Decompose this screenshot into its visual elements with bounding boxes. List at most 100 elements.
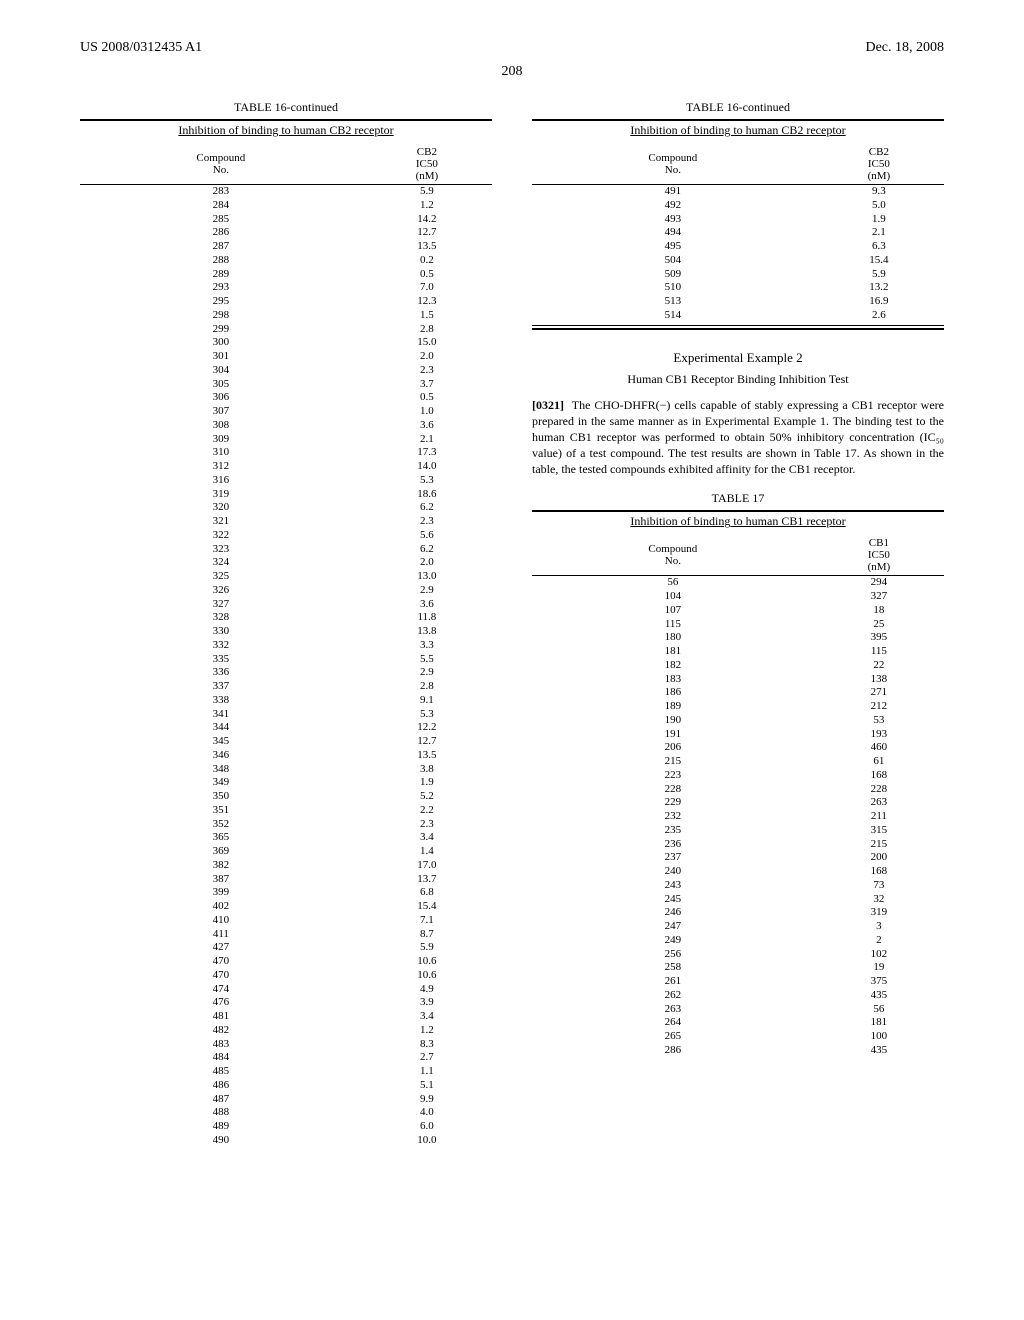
ic50-cell: 11.8 <box>362 611 492 625</box>
compound-no-cell: 247 <box>532 920 814 934</box>
ic50-cell: 2.2 <box>362 804 492 818</box>
ic50-cell: 193 <box>814 728 944 742</box>
compound-no-cell: 107 <box>532 604 814 618</box>
table-row: 3236.2 <box>80 543 492 557</box>
compound-no-cell: 286 <box>80 226 362 240</box>
table17-col2-header: CB1 IC50 (nM) <box>814 535 944 576</box>
table16-right-subtitle: Inhibition of binding to human CB2 recep… <box>532 123 944 138</box>
compound-no-cell: 491 <box>532 185 814 199</box>
ic50-cell: 3.6 <box>362 598 492 612</box>
compound-no-cell: 323 <box>80 543 362 557</box>
compound-no-cell: 365 <box>80 831 362 845</box>
ic50-cell: 271 <box>814 686 944 700</box>
compound-no-cell: 265 <box>532 1030 814 1044</box>
compound-no-cell: 288 <box>80 254 362 268</box>
table-row: 28713.5 <box>80 240 492 254</box>
ic50-cell: 13.5 <box>362 240 492 254</box>
compound-no-cell: 336 <box>80 666 362 680</box>
ic50-cell: 5.1 <box>362 1079 492 1093</box>
ic50-cell: 1.1 <box>362 1065 492 1079</box>
table-row: 56294 <box>532 576 944 590</box>
compound-no-cell: 191 <box>532 728 814 742</box>
table-row: 4275.9 <box>80 941 492 955</box>
ic50-cell: 2.6 <box>814 309 944 323</box>
compound-no-cell: 189 <box>532 700 814 714</box>
compound-no-cell: 261 <box>532 975 814 989</box>
compound-no-cell: 346 <box>80 749 362 763</box>
compound-no-cell: 307 <box>80 405 362 419</box>
table-row: 3273.6 <box>80 598 492 612</box>
ic50-cell: 215 <box>814 838 944 852</box>
table-row: 47010.6 <box>80 969 492 983</box>
table-row: 4813.4 <box>80 1010 492 1024</box>
ic50-cell: 102 <box>814 948 944 962</box>
table-row: 229263 <box>532 796 944 810</box>
compound-no-cell: 324 <box>80 556 362 570</box>
ic50-cell: 4.9 <box>362 983 492 997</box>
compound-no-cell: 476 <box>80 996 362 1010</box>
table-row: 4838.3 <box>80 1038 492 1052</box>
table-row: 19053 <box>532 714 944 728</box>
publication-date: Dec. 18, 2008 <box>865 40 944 56</box>
compound-no-cell: 246 <box>532 906 814 920</box>
table-row: 4763.9 <box>80 996 492 1010</box>
ic50-cell: 5.9 <box>814 268 944 282</box>
compound-no-cell: 286 <box>532 1044 814 1058</box>
table-row: 2937.0 <box>80 281 492 295</box>
table17: Compound No. CB1 IC50 (nM) 5629410432710… <box>532 535 944 1057</box>
compound-no-cell: 427 <box>80 941 362 955</box>
table-row: 3060.5 <box>80 391 492 405</box>
table-row: 4842.7 <box>80 1051 492 1065</box>
compound-no-cell: 299 <box>80 323 362 337</box>
compound-no-cell: 399 <box>80 886 362 900</box>
ic50-cell: 32 <box>814 893 944 907</box>
ic50-cell: 12.2 <box>362 721 492 735</box>
table-row: 4118.7 <box>80 928 492 942</box>
compound-no-cell: 263 <box>532 1003 814 1017</box>
ic50-cell: 13.8 <box>362 625 492 639</box>
table-row: 3225.6 <box>80 529 492 543</box>
table16-right-col2-header: CB2 IC50 (nM) <box>814 144 944 185</box>
ic50-cell: 228 <box>814 783 944 797</box>
compound-no-cell: 504 <box>532 254 814 268</box>
ic50-cell: 6.2 <box>362 501 492 515</box>
compound-no-cell: 489 <box>80 1120 362 1134</box>
table-row: 34412.2 <box>80 721 492 735</box>
ic50-cell: 56 <box>814 1003 944 1017</box>
table-row: 31918.6 <box>80 488 492 502</box>
compound-no-cell: 513 <box>532 295 814 309</box>
compound-no-cell: 350 <box>80 790 362 804</box>
compound-no-cell: 249 <box>532 934 814 948</box>
table-row: 286435 <box>532 1044 944 1058</box>
compound-no-cell: 335 <box>80 653 362 667</box>
paragraph-text: The CHO-DHFR(−) cells capable of stably … <box>532 398 944 477</box>
ic50-cell: 13.5 <box>362 749 492 763</box>
compound-no-cell: 495 <box>532 240 814 254</box>
compound-no-cell: 308 <box>80 419 362 433</box>
table-row: 2835.9 <box>80 185 492 199</box>
ic50-cell: 61 <box>814 755 944 769</box>
ic50-cell: 22 <box>814 659 944 673</box>
compound-no-cell: 474 <box>80 983 362 997</box>
table17-col1-header: Compound No. <box>532 535 814 576</box>
ic50-cell: 6.0 <box>362 1120 492 1134</box>
compound-no-cell: 312 <box>80 460 362 474</box>
compound-no-cell: 488 <box>80 1106 362 1120</box>
table-row: 3053.7 <box>80 378 492 392</box>
table16-right-col1-header: Compound No. <box>532 144 814 185</box>
table-row: 3996.8 <box>80 886 492 900</box>
ic50-cell: 15.4 <box>362 900 492 914</box>
table-row: 3206.2 <box>80 501 492 515</box>
compound-no-cell: 470 <box>80 969 362 983</box>
ic50-cell: 0.5 <box>362 391 492 405</box>
compound-no-cell: 237 <box>532 851 814 865</box>
ic50-cell: 17.0 <box>362 859 492 873</box>
ic50-cell: 4.0 <box>362 1106 492 1120</box>
table-row: 4821.2 <box>80 1024 492 1038</box>
table-row: 181115 <box>532 645 944 659</box>
table-row: 4931.9 <box>532 213 944 227</box>
table-row: 38217.0 <box>80 859 492 873</box>
table-row: 206460 <box>532 741 944 755</box>
example2-paragraph: [0321] The CHO-DHFR(−) cells capable of … <box>532 397 944 478</box>
ic50-cell: 5.3 <box>362 474 492 488</box>
